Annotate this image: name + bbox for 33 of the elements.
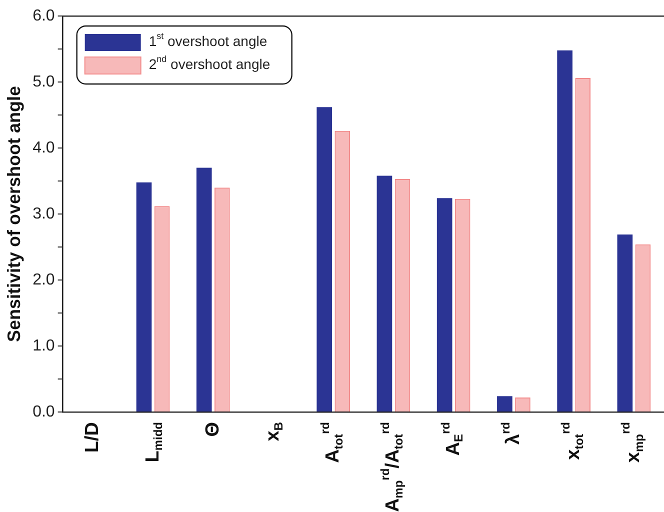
x-tick-label: Atotrd <box>318 422 346 464</box>
bar <box>575 78 591 412</box>
bar <box>196 168 212 412</box>
x-tick-label: Lmidd <box>142 422 166 462</box>
y-tick-label: 0.0 <box>32 403 55 420</box>
bar <box>136 182 152 412</box>
x-tick-label: Θ <box>202 422 224 437</box>
y-tick-label: 2.0 <box>32 271 55 288</box>
y-axis-title: Sensitivity of overshoot angle <box>4 86 24 342</box>
y-tick-label: 4.0 <box>32 139 55 156</box>
x-tick-label: AErd <box>438 422 466 456</box>
y-tick-label: 6.0 <box>32 7 55 24</box>
bar <box>635 244 651 412</box>
y-tick-label: 3.0 <box>32 205 55 222</box>
bar <box>154 206 170 412</box>
y-tick-label: 1.0 <box>32 337 55 354</box>
bar <box>376 176 392 412</box>
x-tick-label: Amprd/Atotrd <box>378 422 406 512</box>
bar <box>214 188 230 412</box>
x-tick-label: xtotrd <box>558 422 586 460</box>
bar <box>557 50 572 412</box>
bar <box>497 396 512 412</box>
bar <box>617 234 633 412</box>
x-tick-label: λrd <box>498 422 524 445</box>
bar <box>316 107 332 412</box>
bar <box>436 198 452 412</box>
bar <box>334 130 350 412</box>
bar <box>394 179 410 412</box>
bar <box>454 198 470 412</box>
x-tick-label: xmprd <box>618 422 646 463</box>
y-tick-label: 5.0 <box>32 73 55 90</box>
x-tick-label: L/D <box>82 422 104 453</box>
x-tick-label: xB <box>262 422 286 442</box>
